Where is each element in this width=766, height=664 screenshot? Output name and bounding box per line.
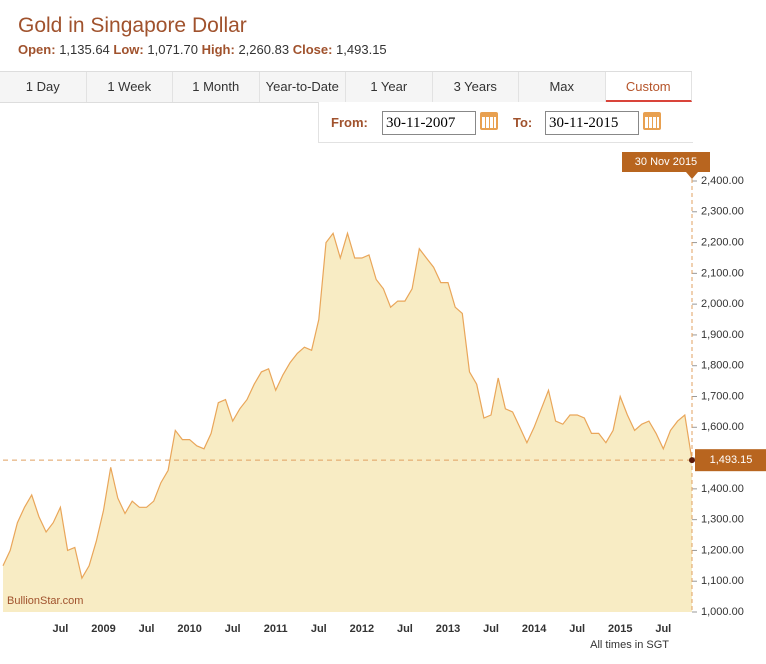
close-tag bbox=[695, 449, 766, 472]
stat-label: Open: bbox=[18, 42, 56, 57]
y-tick-label: 1,600.00 bbox=[701, 421, 744, 433]
y-tick-label: 1,100.00 bbox=[701, 575, 744, 587]
x-tick-label: 2010 bbox=[177, 623, 201, 635]
y-tick-label: 1,900.00 bbox=[701, 329, 744, 341]
to-label: To: bbox=[513, 115, 533, 130]
to-input[interactable]: 30-11-2015 bbox=[545, 111, 639, 135]
y-tick-label: 1,800.00 bbox=[701, 360, 744, 372]
y-tick-label: 1,000.00 bbox=[701, 606, 744, 618]
x-tick-label: Jul bbox=[225, 623, 241, 635]
y-tick-label: 2,300.00 bbox=[701, 206, 744, 218]
tabs: 1 Day 1 Week 1 Month Year-to-Date 1 Year 3 Ye… bbox=[0, 71, 692, 103]
stat-value: 2,260.83 bbox=[238, 42, 290, 57]
tab[interactable]: 1 Day bbox=[0, 72, 87, 102]
line bbox=[2, 231, 693, 580]
from-input[interactable]: 30-11-2007 bbox=[382, 111, 476, 135]
close-dot bbox=[689, 457, 695, 464]
date-tag bbox=[622, 152, 710, 179]
x-tick-label: Jul bbox=[397, 623, 413, 635]
close-tag-label: 1,493.15 bbox=[710, 454, 753, 466]
y-tick-label: 2,100.00 bbox=[701, 267, 744, 279]
tab[interactable]: 1 Year bbox=[346, 72, 433, 102]
stat-value: 1,135.64 bbox=[59, 42, 110, 57]
x-tick-label: 2015 bbox=[608, 623, 632, 635]
x-tick-label: 2014 bbox=[522, 623, 547, 635]
x-tick-label: 2012 bbox=[350, 623, 374, 635]
tab[interactable]: Year-to-Date bbox=[260, 72, 346, 102]
y-tick-label: 2,200.00 bbox=[701, 236, 744, 248]
stat-label: Low: bbox=[113, 42, 144, 57]
y-tick-label: 2,000.00 bbox=[701, 298, 744, 310]
y-tick-label: 1,700.00 bbox=[701, 390, 744, 402]
x-tick-label: Jul bbox=[139, 623, 155, 635]
footnote: All times in SGT bbox=[590, 639, 669, 651]
tab[interactable]: 3 Years bbox=[433, 72, 519, 102]
x-tick-label: Jul bbox=[483, 623, 499, 635]
from-label: From: bbox=[331, 115, 368, 130]
y-tick-label: 1,400.00 bbox=[701, 483, 744, 495]
stat-value: 1,493.15 bbox=[336, 42, 387, 57]
x-tick-label: Jul bbox=[569, 623, 585, 635]
stat-label: Close: bbox=[292, 42, 333, 57]
date-range: From: 30-11-2007 To: 30-11-2015 bbox=[318, 102, 693, 143]
x-tick-label: Jul bbox=[52, 623, 68, 635]
area bbox=[3, 233, 692, 613]
calendar-icon[interactable] bbox=[643, 112, 661, 130]
tab[interactable]: 1 Month bbox=[173, 72, 260, 102]
calendar-icon[interactable] bbox=[480, 112, 498, 130]
tab[interactable]: 1 Week bbox=[87, 72, 173, 102]
y-tick-label: 1,300.00 bbox=[701, 514, 744, 526]
stats: Open: 1,135.64 Low: 1,071.70 High: 2,260… bbox=[18, 42, 387, 57]
x-tick-label: 2011 bbox=[264, 623, 288, 635]
tab[interactable]: Max bbox=[519, 72, 606, 102]
x-tick-label: Jul bbox=[311, 623, 327, 635]
watermark: BullionStar.com bbox=[7, 595, 84, 607]
stat-value: 1,071.70 bbox=[147, 42, 198, 57]
y-tick-label: 2,400.00 bbox=[701, 175, 744, 187]
x-tick-label: 2013 bbox=[436, 623, 460, 635]
x-tick-label: Jul bbox=[655, 623, 671, 635]
date-tag-label: 30 Nov 2015 bbox=[635, 156, 697, 168]
title: Gold in Singapore Dollar bbox=[18, 14, 247, 37]
y-tick-label: 1,200.00 bbox=[701, 544, 744, 556]
x-tick-label: 2009 bbox=[91, 623, 115, 635]
tab[interactable]: Custom bbox=[605, 72, 692, 102]
stat-label: High: bbox=[201, 42, 235, 57]
